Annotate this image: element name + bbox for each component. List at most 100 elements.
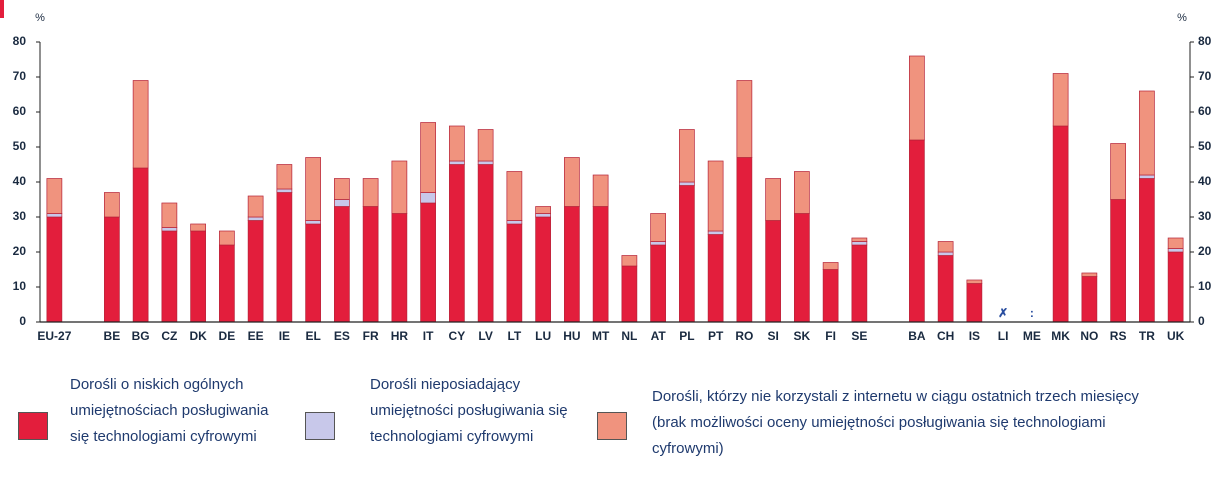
- x-tick-label: IS: [969, 329, 980, 343]
- bar-segment: [937, 241, 954, 253]
- bar-segment: [937, 255, 954, 323]
- bar-segment: [535, 213, 551, 218]
- bar-segment: [46, 216, 63, 323]
- y2-unit: %: [1177, 12, 1187, 24]
- bar-segment: [1167, 237, 1184, 249]
- bar-segment: [132, 167, 149, 323]
- legend-label: Dorośli nieposiadający umiejętności posł…: [370, 376, 568, 445]
- bar-segment: [219, 244, 235, 323]
- bar-segment: [190, 223, 206, 232]
- y2-tick-label: 10: [1198, 279, 1212, 293]
- y-tick-label: 70: [13, 69, 27, 83]
- bar-segment: [477, 129, 494, 162]
- missing-marker: ✗: [998, 306, 1008, 320]
- bar-segment: [1139, 178, 1155, 323]
- y2-tick-label: 60: [1198, 104, 1212, 118]
- bar-segment: [305, 220, 321, 225]
- bar-segment: [391, 160, 408, 214]
- x-tick-label: BE: [104, 329, 121, 343]
- bar-segment: [535, 206, 551, 214]
- bar-segment: [679, 129, 695, 183]
- bar-segment: [851, 241, 868, 246]
- x-tick-label: NL: [621, 329, 637, 343]
- bar-segment: [506, 220, 523, 225]
- bar-segment: [161, 230, 178, 323]
- bar-segment: [506, 223, 523, 323]
- y-tick-label: 40: [13, 174, 27, 188]
- missing-marker: :: [1030, 306, 1034, 320]
- x-tick-label: PT: [708, 329, 724, 343]
- x-tick-label: LU: [535, 329, 551, 343]
- bar-segment: [966, 279, 983, 284]
- bar-segment: [420, 192, 436, 204]
- bar-segment: [362, 206, 379, 323]
- x-tick-label: RS: [1110, 329, 1127, 343]
- y2-tick-label: 70: [1198, 69, 1212, 83]
- bar-segment: [909, 139, 925, 323]
- bar-segment: [449, 160, 465, 165]
- bar-segment: [449, 164, 465, 323]
- bar-segment: [305, 223, 321, 323]
- y-tick-label: 50: [13, 139, 27, 153]
- x-tick-label: SE: [851, 329, 867, 343]
- y2-tick-label: 50: [1198, 139, 1212, 153]
- x-tick-label: SK: [794, 329, 811, 343]
- bar-segment: [707, 160, 724, 232]
- bar-segment: [1167, 248, 1184, 253]
- x-tick-label: AT: [651, 329, 667, 343]
- bar-segment: [46, 178, 63, 214]
- bar-segment: [1052, 125, 1069, 323]
- chart: % % 0 10 20 30 40 50 60 70 80 0 10 20 30 40 50 60 70 80 EU…: [0, 0, 1212, 343]
- bar-segment: [1081, 272, 1098, 277]
- y-tick-label: 60: [13, 104, 27, 118]
- bar-segment: [707, 234, 724, 323]
- bar-segment: [276, 192, 293, 323]
- x-tick-label: BG: [132, 329, 150, 343]
- x-tick-label: HU: [563, 329, 580, 343]
- x-tick-label: PL: [679, 329, 694, 343]
- bar-segment: [736, 80, 753, 158]
- bar-segment: [420, 122, 436, 193]
- bar-segment: [1167, 251, 1184, 323]
- x-tick-label: ES: [334, 329, 350, 343]
- x-tick-label: LV: [478, 329, 492, 343]
- y-tick-label: 80: [13, 34, 27, 48]
- bar-segment: [161, 202, 178, 228]
- x-tick-label: CZ: [161, 329, 177, 343]
- x-tick-label: TR: [1139, 329, 1155, 343]
- bar-segment: [477, 160, 494, 165]
- bar-segment: [1139, 174, 1155, 179]
- x-tick-label: MT: [592, 329, 610, 343]
- bar-segment: [132, 80, 149, 169]
- bar-segment: [305, 157, 321, 221]
- bar-segment: [247, 216, 264, 221]
- bar-segment: [104, 216, 120, 323]
- bar-segment: [276, 164, 293, 190]
- bar-segment: [650, 244, 666, 323]
- bar-segment: [966, 283, 983, 323]
- bar-segment: [535, 216, 551, 323]
- bar-segment: [420, 202, 436, 323]
- y-tick-label: 20: [13, 244, 27, 258]
- bar-segment: [104, 192, 120, 218]
- x-tick-label: EE: [248, 329, 264, 343]
- bar-segment: [506, 171, 523, 221]
- x-tick-label: IE: [279, 329, 290, 343]
- y2-tick-label: 40: [1198, 174, 1212, 188]
- bar-segment: [592, 206, 609, 323]
- bar-segment: [592, 174, 609, 207]
- bar-segment: [650, 213, 666, 242]
- bar-segment: [679, 185, 695, 323]
- x-tick-label: HR: [391, 329, 409, 343]
- x-tick-label: FR: [363, 329, 379, 343]
- x-tick-label: BA: [908, 329, 926, 343]
- bar-segment: [247, 195, 264, 218]
- bar-segment: [1110, 143, 1126, 200]
- legend-swatch: [18, 412, 48, 440]
- bar-segment: [1139, 90, 1155, 176]
- x-tick-label: IT: [423, 329, 434, 343]
- bar-segment: [909, 55, 925, 141]
- bar-segment: [1052, 73, 1069, 127]
- bar-segment: [794, 213, 810, 323]
